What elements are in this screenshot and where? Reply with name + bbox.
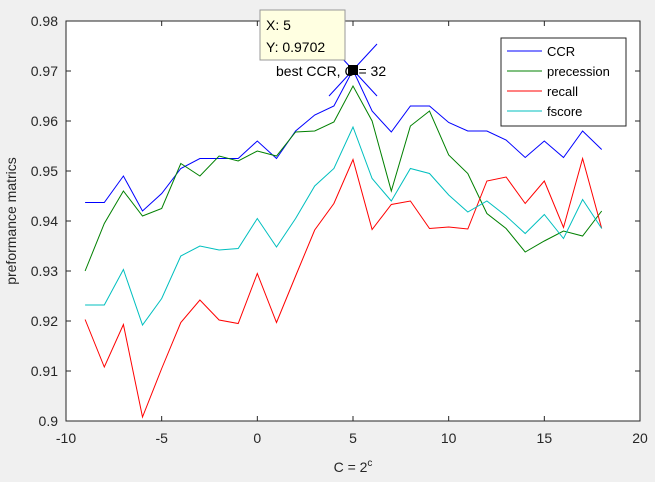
- best-point-square[interactable]: [348, 65, 358, 75]
- series-line-precession[interactable]: [84, 84, 603, 272]
- y-tick-label: 0.92: [31, 313, 58, 329]
- best-ccr-annotation: best CCR, C = 32: [276, 63, 386, 79]
- y-tick-label: 0.95: [31, 163, 58, 179]
- x-tick-label: 10: [441, 430, 457, 446]
- y-tick-label: 0.97: [31, 63, 58, 79]
- legend-label-fscore: fscore: [547, 104, 582, 119]
- y-tick-label: 0.93: [31, 263, 58, 279]
- series-line-fscore[interactable]: [85, 125, 603, 327]
- x-tick-label: 0: [253, 430, 261, 446]
- x-tick-label: 20: [632, 430, 648, 446]
- legend-label-recall: recall: [547, 84, 578, 99]
- ticks-layer: -10 -5 0 5 10 15 20 0.9 0.91 0.92 0.93 0.94 0.95 0.96…: [31, 13, 648, 446]
- y-tick-label: 0.91: [31, 363, 58, 379]
- datatip-y: Y: 0.9702: [266, 39, 325, 55]
- legend-label-precession: precession: [547, 64, 610, 79]
- datatip-box: [259, 9, 346, 61]
- y-tick-label: 0.94: [31, 213, 58, 229]
- x-tick-label: 5: [349, 430, 357, 446]
- y-tick-label: 0.96: [31, 113, 58, 129]
- series-line-recall[interactable]: [84, 156, 603, 419]
- y-tick-label: 0.9: [39, 413, 59, 429]
- datatip-x: X: 5: [266, 17, 291, 33]
- x-axis-label: C = 2c: [334, 458, 373, 475]
- y-tick-label: 0.98: [31, 13, 58, 29]
- legend[interactable]: CCR precession recall fscore: [500, 37, 627, 127]
- series-layer: [84, 68, 603, 419]
- x-tick-label: 15: [537, 430, 553, 446]
- x-tick-label: -5: [155, 430, 168, 446]
- legend-label-ccr: CCR: [547, 44, 575, 59]
- series-line-ccr[interactable]: [85, 68, 603, 212]
- x-axis-label-superscript: c: [367, 458, 372, 469]
- datatip[interactable]: X: 5 Y: 0.9702: [259, 9, 346, 61]
- x-tick-label: -10: [56, 430, 76, 446]
- y-axis-label: preformance matrics: [3, 157, 19, 285]
